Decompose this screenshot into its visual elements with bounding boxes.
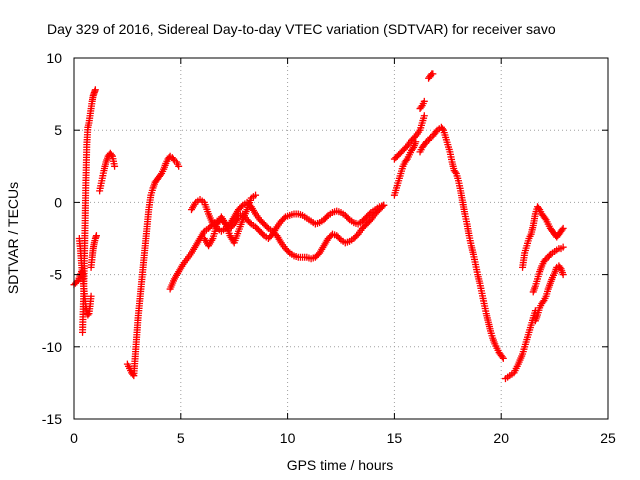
data-marks	[70, 70, 567, 383]
series-c	[79, 86, 99, 336]
series-l	[416, 123, 507, 362]
series-r	[531, 262, 567, 325]
plot-frame	[73, 57, 609, 420]
x-tick-label: 0	[70, 430, 78, 446]
data-point	[541, 214, 549, 222]
data-point	[280, 214, 288, 222]
series-n	[416, 97, 428, 113]
x-axis-title: GPS time / hours	[287, 457, 394, 473]
data-point	[129, 370, 137, 378]
data-point	[380, 201, 388, 209]
data-point	[558, 226, 566, 234]
data-point	[420, 112, 428, 120]
data-point	[336, 235, 344, 242]
data-point	[263, 223, 271, 231]
data-point	[284, 247, 292, 255]
data-point	[429, 70, 437, 78]
x-tick-label: 5	[177, 430, 185, 446]
data-point	[91, 86, 99, 94]
data-point	[175, 162, 183, 170]
data-point	[402, 157, 410, 165]
data-point	[498, 353, 506, 361]
data-point	[87, 292, 95, 300]
data-point	[323, 213, 331, 221]
data-point	[438, 125, 446, 133]
data-point	[84, 311, 92, 319]
axis-ticks: 0 5 10 15 20 25 -15 -10 -5 0 5 10	[42, 50, 616, 446]
data-point	[111, 162, 119, 170]
x-tick-label: 20	[493, 430, 509, 446]
data-point	[559, 224, 567, 232]
data-point	[237, 203, 245, 211]
y-tick-label: 10	[46, 50, 62, 66]
y-tick-label: -15	[42, 411, 62, 427]
data-point	[73, 278, 81, 286]
y-tick-label: 0	[54, 194, 62, 210]
series-f	[123, 152, 183, 380]
data-point	[559, 271, 567, 279]
x-tick-label: 25	[600, 430, 616, 446]
data-point	[559, 243, 567, 251]
y-tick-label: -10	[42, 339, 62, 355]
data-point	[499, 354, 507, 362]
y-axis-title: SDTVAR / TECUs	[5, 182, 21, 294]
series-q	[529, 243, 567, 296]
data-point	[259, 230, 267, 238]
chart-title: Day 329 of 2016, Sidereal Day-to-day VTE…	[47, 21, 556, 37]
data-point	[417, 103, 425, 111]
data-point	[539, 298, 547, 306]
data-point	[451, 168, 459, 176]
series-d	[87, 232, 100, 271]
data-point	[420, 97, 428, 105]
grid	[74, 58, 608, 419]
y-tick-label: 5	[54, 122, 62, 138]
series-k	[390, 112, 428, 163]
series-m	[425, 70, 437, 82]
series-i	[200, 191, 260, 250]
data-point	[107, 151, 115, 159]
x-tick-label: 10	[280, 430, 296, 446]
data-point	[157, 171, 165, 179]
data-point	[246, 219, 254, 227]
series-e	[96, 149, 119, 195]
series-g	[166, 201, 388, 293]
data-point	[344, 214, 352, 222]
data-point	[535, 204, 543, 212]
series-p	[519, 203, 567, 271]
y-tick-label: -5	[50, 267, 63, 283]
data-point	[378, 203, 386, 211]
data-point	[92, 232, 100, 240]
x-tick-label: 15	[387, 430, 403, 446]
data-point	[252, 191, 260, 199]
